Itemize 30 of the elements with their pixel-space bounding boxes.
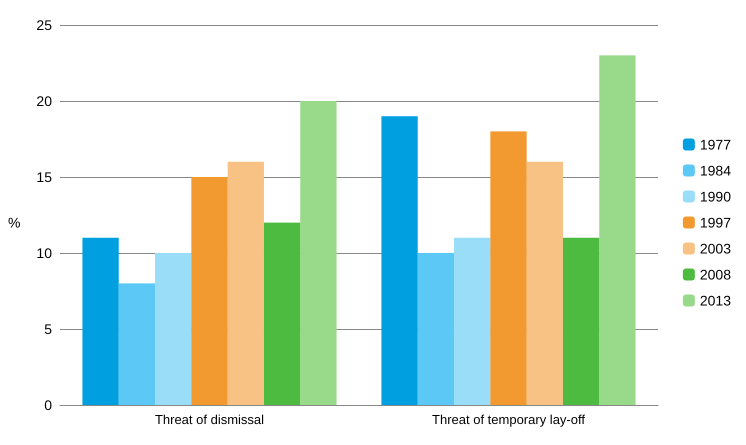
bar	[599, 55, 636, 405]
y-axis-title: %	[8, 214, 20, 230]
bar	[82, 238, 119, 405]
bar	[562, 238, 600, 405]
y-tick-label: 20	[36, 93, 52, 109]
bar	[264, 222, 300, 405]
bar	[118, 283, 156, 405]
y-tick-label: 15	[36, 169, 52, 185]
legend-label: 2013	[700, 292, 732, 308]
legend-label: 1977	[700, 136, 732, 152]
legend-label: 2003	[700, 240, 732, 256]
x-tick-label: Threat of dismissal	[154, 412, 264, 427]
legend-label: 1997	[700, 214, 732, 230]
legend-label: 1990	[700, 188, 732, 204]
bar	[454, 238, 490, 405]
x-tick-label: Threat of temporary lay-off	[432, 412, 586, 427]
legend-label: 1984	[700, 162, 732, 178]
y-tick-label: 0	[44, 397, 52, 413]
bar	[300, 101, 337, 405]
bar	[381, 116, 418, 405]
bar	[228, 162, 264, 405]
bar	[191, 177, 228, 405]
y-tick-label: 25	[36, 17, 52, 33]
y-tick-label: 10	[36, 245, 52, 261]
bar	[155, 253, 192, 405]
legend-label: 2008	[700, 266, 732, 282]
bar	[490, 131, 527, 405]
bar	[526, 162, 563, 405]
bar	[418, 253, 454, 405]
y-tick-label: 5	[44, 321, 52, 337]
